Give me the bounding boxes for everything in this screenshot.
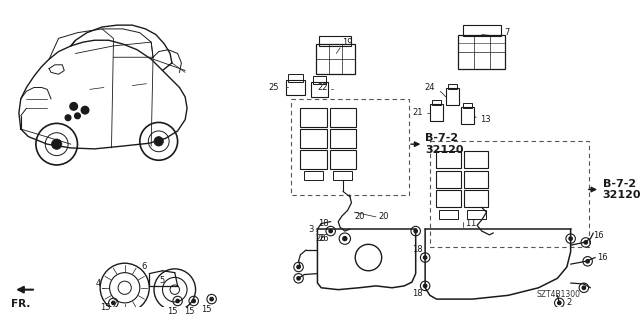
Text: B-7-2
32120: B-7-2 32120 xyxy=(603,179,640,200)
Circle shape xyxy=(586,260,589,263)
Circle shape xyxy=(569,237,572,240)
Text: 1: 1 xyxy=(465,219,470,228)
Text: 1: 1 xyxy=(470,219,475,228)
Bar xyxy=(430,105,443,122)
Circle shape xyxy=(584,241,588,244)
Text: 15: 15 xyxy=(166,307,177,316)
Bar xyxy=(448,84,457,89)
Bar xyxy=(330,129,356,148)
Circle shape xyxy=(51,139,62,149)
Bar xyxy=(430,141,589,247)
Circle shape xyxy=(81,106,89,114)
Circle shape xyxy=(75,113,80,119)
Bar xyxy=(463,25,500,36)
Bar xyxy=(436,190,461,207)
Circle shape xyxy=(582,286,586,289)
Circle shape xyxy=(65,115,71,121)
Bar xyxy=(288,74,303,82)
Circle shape xyxy=(70,103,77,110)
Bar xyxy=(467,210,486,219)
Bar xyxy=(291,99,409,195)
Bar xyxy=(436,171,461,188)
Circle shape xyxy=(414,229,417,233)
Circle shape xyxy=(176,299,179,303)
Bar xyxy=(319,36,351,46)
Circle shape xyxy=(329,229,332,233)
Bar xyxy=(313,76,326,84)
Text: 5: 5 xyxy=(160,276,165,285)
Bar xyxy=(461,107,474,124)
Text: 2: 2 xyxy=(567,298,572,308)
Bar xyxy=(330,150,356,169)
Text: 21: 21 xyxy=(413,108,423,117)
Circle shape xyxy=(343,237,347,241)
Text: 16: 16 xyxy=(593,231,604,240)
Bar xyxy=(464,190,488,207)
Bar xyxy=(333,171,353,180)
Bar xyxy=(300,150,327,169)
Text: B-7-2
32120: B-7-2 32120 xyxy=(425,133,463,155)
Bar xyxy=(286,80,305,95)
Bar xyxy=(316,44,355,74)
Circle shape xyxy=(154,137,163,146)
Text: 20: 20 xyxy=(378,212,388,221)
Bar xyxy=(439,210,458,219)
Bar xyxy=(311,82,328,97)
Circle shape xyxy=(557,301,561,305)
Text: 3: 3 xyxy=(308,225,314,234)
Bar xyxy=(300,129,327,148)
Bar xyxy=(446,88,459,105)
Text: 26: 26 xyxy=(316,234,326,243)
Bar xyxy=(464,171,488,188)
Bar xyxy=(330,108,356,127)
Text: 15: 15 xyxy=(100,303,111,312)
Circle shape xyxy=(424,256,427,259)
Text: 18: 18 xyxy=(318,219,328,228)
Circle shape xyxy=(192,299,195,303)
Circle shape xyxy=(297,265,300,268)
Text: 19: 19 xyxy=(342,38,353,47)
Bar xyxy=(300,108,327,127)
Text: 15: 15 xyxy=(184,307,194,316)
Text: 4: 4 xyxy=(96,279,101,289)
Bar xyxy=(464,151,488,168)
Text: 6: 6 xyxy=(141,262,147,271)
Text: 15: 15 xyxy=(201,305,211,314)
Text: 7: 7 xyxy=(504,28,510,37)
Circle shape xyxy=(297,277,300,280)
Bar xyxy=(304,171,323,180)
Circle shape xyxy=(210,298,213,301)
Text: 25: 25 xyxy=(268,83,278,92)
Text: 13: 13 xyxy=(480,115,490,124)
Bar xyxy=(463,103,472,108)
Text: FR.: FR. xyxy=(11,299,31,309)
Text: 22: 22 xyxy=(317,83,328,92)
Text: SZT4B1300: SZT4B1300 xyxy=(536,290,580,299)
Text: 24: 24 xyxy=(424,83,435,92)
Bar xyxy=(432,100,441,105)
Text: 26: 26 xyxy=(318,234,329,243)
Text: 20: 20 xyxy=(355,212,365,221)
Text: 18: 18 xyxy=(412,245,423,254)
Circle shape xyxy=(424,284,427,288)
Bar xyxy=(458,35,506,68)
Text: 18: 18 xyxy=(412,289,423,298)
Text: 16: 16 xyxy=(597,253,608,262)
Circle shape xyxy=(112,301,115,305)
Bar xyxy=(436,151,461,168)
